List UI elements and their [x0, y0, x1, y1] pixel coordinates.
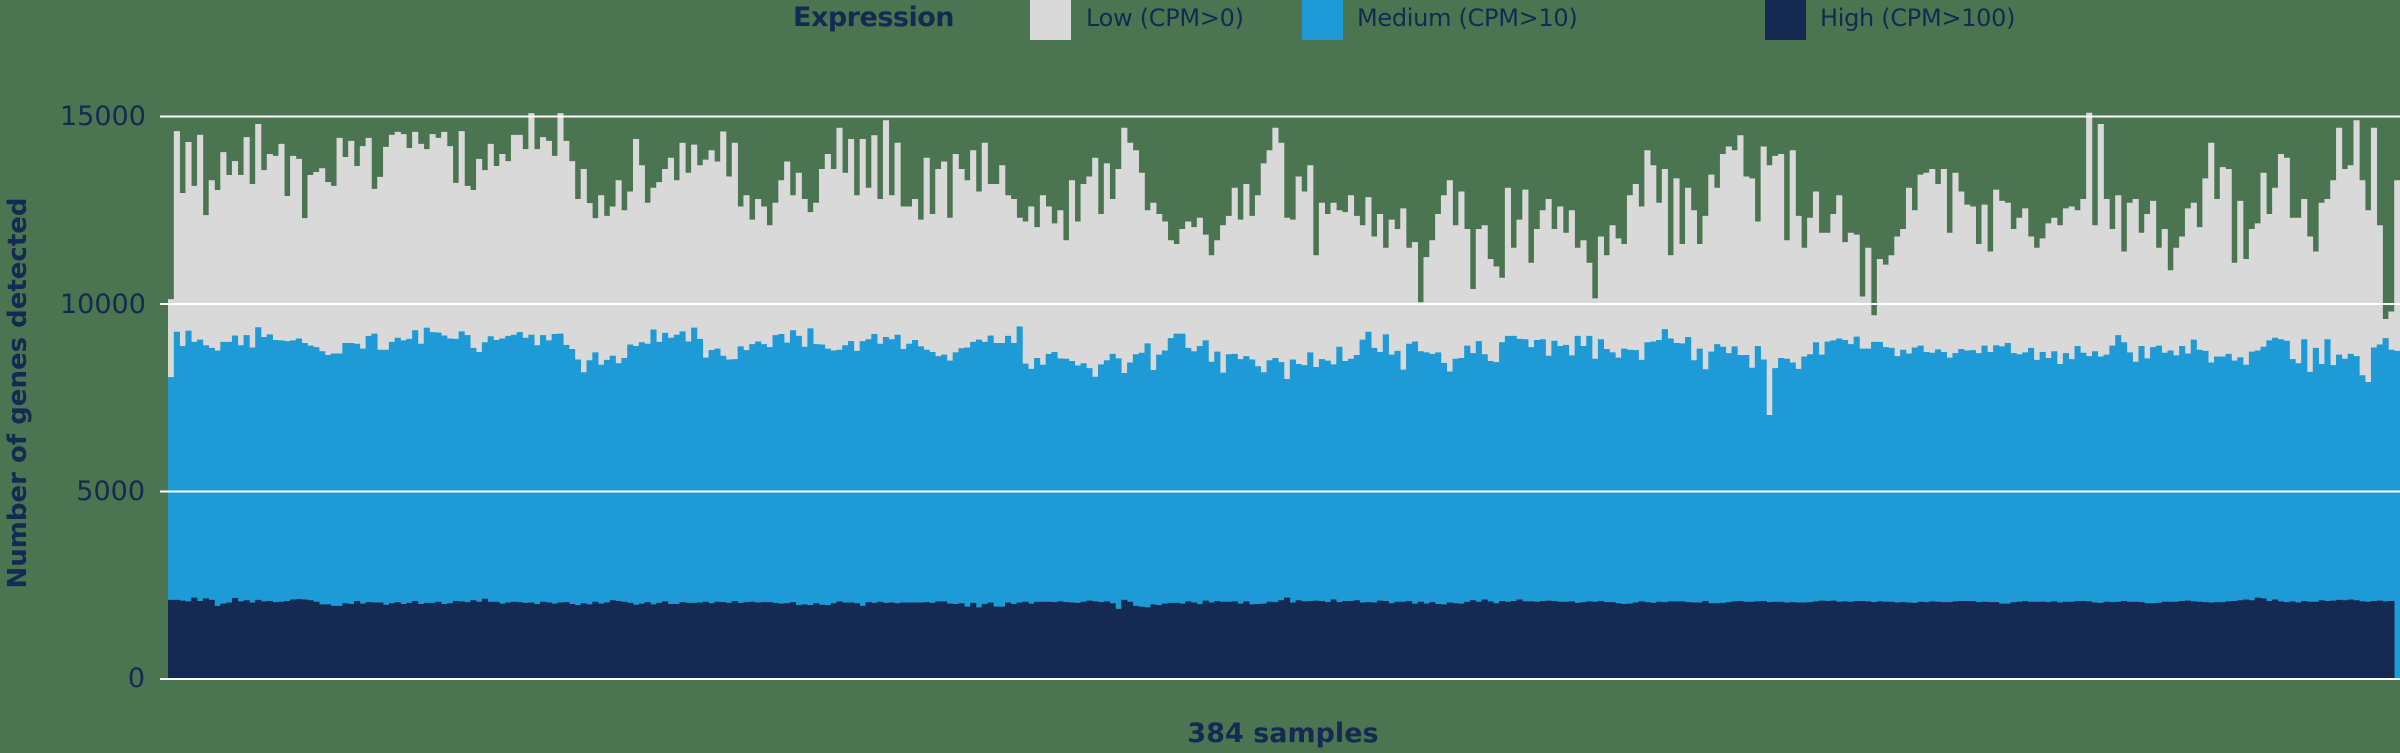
- bars-high: [168, 597, 2395, 679]
- ytick-15000: 15000: [60, 101, 146, 132]
- x-axis-label: 384 samples: [1187, 718, 1379, 749]
- legend-swatch-high: [1765, 0, 1806, 40]
- legend-swatch-medium: [1302, 0, 1343, 40]
- ytick-10000: 10000: [60, 289, 146, 320]
- legend-swatch-low: [1030, 0, 1071, 40]
- y-axis-label: Number of genes detected: [3, 197, 33, 589]
- gridlines: [160, 115, 2400, 680]
- bars-medium-series: [168, 326, 2400, 679]
- ytick-0: 0: [127, 663, 145, 694]
- legend-label-high: High (CPM>100): [1820, 4, 2016, 32]
- ytick-5000: 5000: [76, 476, 145, 507]
- bars-medium: [168, 326, 2400, 679]
- legend-label-low: Low (CPM>0): [1086, 4, 1244, 32]
- legend-title: Expression: [793, 2, 954, 33]
- legend-label-medium: Medium (CPM>10): [1357, 4, 1578, 32]
- bars-high-series: [168, 597, 2395, 679]
